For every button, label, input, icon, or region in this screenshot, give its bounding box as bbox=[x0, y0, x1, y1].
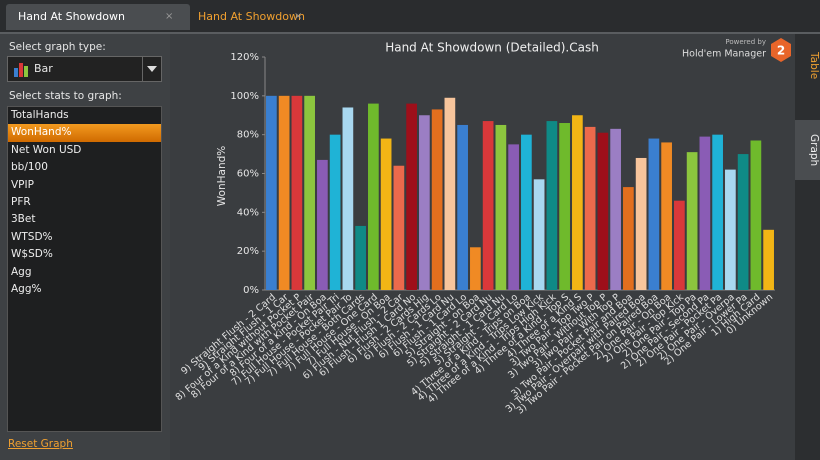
product: Hold'em Manager bbox=[682, 49, 766, 60]
y-tick-label: 40% bbox=[237, 207, 259, 218]
bar bbox=[725, 169, 736, 290]
bar bbox=[508, 144, 519, 290]
side-tab[interactable]: Graph bbox=[795, 120, 820, 180]
powered-by: Powered by bbox=[725, 38, 766, 46]
y-tick-label: 120% bbox=[230, 52, 259, 63]
bar bbox=[750, 140, 762, 290]
bar bbox=[635, 157, 647, 290]
tab[interactable]: Hand At Showdown bbox=[198, 10, 305, 23]
bar bbox=[291, 95, 303, 290]
bar bbox=[278, 95, 290, 290]
y-tick-label: 0% bbox=[243, 285, 259, 296]
dropdown-value: Bar bbox=[34, 62, 53, 75]
bar bbox=[266, 95, 277, 290]
bar bbox=[661, 142, 672, 290]
bar bbox=[342, 107, 354, 290]
bar bbox=[584, 126, 596, 291]
label: Select graph type: bbox=[9, 41, 106, 53]
bar bbox=[686, 152, 698, 290]
bar-icon bbox=[14, 63, 28, 77]
bar bbox=[546, 121, 558, 290]
bar bbox=[559, 123, 570, 291]
bar bbox=[699, 136, 711, 290]
bar bbox=[572, 115, 583, 290]
stat-item[interactable]: bb/100 bbox=[11, 161, 48, 174]
bar bbox=[495, 124, 507, 290]
label: Select stats to graph: bbox=[9, 90, 122, 102]
bar bbox=[712, 134, 723, 290]
bar bbox=[393, 165, 405, 290]
stat-item[interactable]: WonHand% bbox=[8, 124, 161, 142]
logo-text: 2 bbox=[777, 44, 785, 58]
side-tab[interactable]: Table bbox=[808, 52, 820, 80]
tab-bar: Hand At Showdown (Detailed) × Hand At Sh… bbox=[0, 0, 820, 49]
bar bbox=[457, 124, 468, 290]
close-tab[interactable]: × bbox=[165, 11, 174, 22]
stat-item[interactable]: W$SD% bbox=[11, 248, 53, 261]
stat-item[interactable]: Net Won USD bbox=[11, 143, 82, 156]
bar bbox=[317, 159, 328, 290]
bar bbox=[763, 229, 774, 290]
stat-item[interactable]: TotalHands bbox=[11, 109, 69, 121]
y-tick-label: 100% bbox=[230, 91, 259, 102]
chart: Hand At Showdown (Detailed).Cash Powered… bbox=[174, 38, 791, 417]
close-tab[interactable]: × bbox=[294, 11, 303, 22]
stat-item[interactable]: WTSD% bbox=[11, 230, 53, 243]
bar bbox=[444, 97, 456, 291]
y-tick-label: 80% bbox=[237, 130, 259, 141]
bar bbox=[482, 121, 494, 290]
stat-item[interactable]: PFR bbox=[11, 195, 31, 208]
sidebar: Select graph type: Bar Select stats to g… bbox=[0, 34, 170, 460]
bar bbox=[610, 128, 621, 290]
stat-item[interactable]: VPIP bbox=[11, 178, 34, 191]
graph-type-dropdown[interactable]: Bar bbox=[7, 56, 162, 82]
stat-item[interactable]: Agg% bbox=[11, 282, 42, 295]
stat-item[interactable]: Agg bbox=[11, 265, 32, 278]
bar bbox=[406, 103, 417, 290]
bar bbox=[380, 138, 392, 290]
bar bbox=[329, 134, 341, 290]
y-axis-label: WonHand% bbox=[216, 146, 228, 206]
bar bbox=[355, 225, 366, 290]
dropdown-arrow[interactable] bbox=[142, 57, 161, 81]
y-tick-label: 20% bbox=[237, 246, 259, 257]
stats-list: TotalHands WonHand% Net Won USD bb/100 VPIP P… bbox=[7, 106, 162, 432]
bar bbox=[470, 247, 481, 290]
stat-item[interactable]: 3Bet bbox=[11, 213, 36, 226]
bar bbox=[368, 103, 379, 290]
bar bbox=[304, 95, 315, 290]
y-tick-label: 60% bbox=[237, 169, 259, 180]
side-tabs: Table Graph bbox=[795, 34, 820, 460]
bar bbox=[431, 109, 443, 290]
bar bbox=[533, 179, 545, 290]
bar bbox=[648, 138, 660, 290]
chart-title: Hand At Showdown (Detailed).Cash bbox=[385, 41, 599, 55]
bar bbox=[597, 132, 609, 290]
bar bbox=[623, 187, 634, 290]
bar bbox=[737, 154, 749, 290]
reset-link[interactable]: Reset Graph bbox=[8, 438, 73, 450]
bar bbox=[674, 200, 685, 290]
bar bbox=[521, 134, 532, 290]
tab[interactable]: Hand At Showdown (Detailed) bbox=[6, 4, 190, 49]
logo bbox=[771, 38, 791, 62]
bar bbox=[419, 115, 430, 290]
